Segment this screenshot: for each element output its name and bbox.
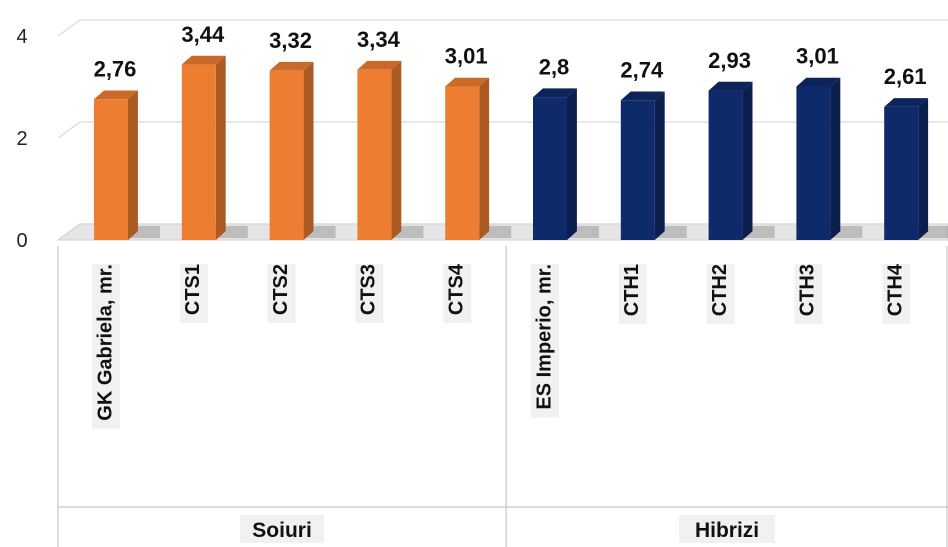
svg-text:CTH2: CTH2 — [709, 264, 731, 316]
svg-text:CTS4: CTS4 — [445, 263, 467, 315]
bar-front — [796, 86, 831, 241]
gridline-depth — [57, 19, 81, 37]
group-label: Soiuri — [252, 519, 312, 542]
bar — [269, 61, 336, 241]
bar-side — [479, 77, 490, 240]
category-axis: GK Gabriela, mr. CTS1 CTS2 CTS3 CTS4 ES Imper… — [57, 246, 948, 547]
category-label-bg — [706, 264, 735, 325]
category-label-bg — [267, 264, 296, 324]
bar-front — [884, 106, 919, 240]
bar-top — [269, 61, 314, 71]
bar-front — [269, 70, 304, 241]
data-label: 2,8 — [539, 54, 570, 79]
svg-text:GK Gabriela, mr.: GK Gabriela, mr. — [94, 264, 116, 421]
gridline-depth — [57, 121, 81, 139]
bar-top — [620, 91, 665, 101]
category-label: CTS2 — [267, 264, 296, 324]
category-label: CTS3 — [355, 264, 384, 324]
category-label-bg — [443, 264, 472, 324]
bar-front — [620, 100, 655, 240]
data-label: 2,76 — [94, 56, 137, 81]
svg-text:ES Imperio, mr.: ES Imperio, mr. — [533, 264, 555, 410]
bar-top — [181, 55, 226, 65]
bar-side — [918, 98, 929, 240]
bar-top — [445, 77, 490, 87]
bar-side — [128, 90, 138, 240]
svg-text:CTH3: CTH3 — [797, 264, 819, 316]
category-label: CTH2 — [706, 264, 735, 325]
bar-side — [215, 55, 226, 241]
y-axis: 0 2 4 — [16, 26, 27, 252]
bar-top — [708, 81, 753, 91]
bar-front — [181, 64, 216, 240]
data-label: 2,61 — [884, 64, 927, 89]
group-label: Hibrizi — [695, 519, 759, 542]
category-label-bg — [618, 264, 647, 325]
data-labels: 2,76 3,44 3,32 3,34 3,01 2,8 2,74 2,93 3,01 2,61 — [94, 22, 927, 89]
svg-text:CTS1: CTS1 — [182, 264, 204, 315]
category-label-bg — [531, 264, 559, 418]
category-label: GK Gabriela, mr. — [92, 264, 120, 429]
category-label: CTS1 — [179, 264, 208, 324]
bar — [708, 81, 775, 241]
bar-front — [94, 99, 128, 241]
category-label-bg — [179, 264, 208, 324]
group-label-bg — [240, 515, 325, 543]
bar-top — [94, 90, 138, 100]
bar — [94, 90, 160, 241]
bar-side — [742, 81, 753, 241]
data-label: 3,32 — [269, 28, 312, 53]
category-label-bg — [92, 264, 120, 429]
svg-text:CTS2: CTS2 — [270, 264, 292, 315]
bar-front — [445, 86, 480, 241]
data-label: 3,01 — [445, 44, 488, 69]
bar — [181, 55, 248, 241]
bar-side — [391, 60, 402, 240]
data-label: 2,93 — [708, 48, 751, 73]
bar-front — [708, 90, 743, 240]
bar-front — [533, 97, 567, 240]
bar-side — [830, 77, 841, 240]
bar-top — [357, 60, 402, 70]
category-label: CTH1 — [618, 264, 647, 325]
bar-top — [884, 98, 929, 107]
bar — [796, 77, 863, 241]
bar-top — [533, 88, 577, 98]
svg-text:CTS3: CTS3 — [358, 264, 380, 315]
data-label: 3,44 — [181, 22, 225, 47]
data-label: 3,01 — [796, 44, 839, 69]
bar — [357, 60, 424, 240]
category-label-bg — [882, 264, 911, 325]
bar — [533, 88, 599, 241]
category-label-bg — [794, 264, 823, 325]
bar-side — [567, 88, 577, 241]
category-label: CTS4 — [443, 263, 472, 324]
category-label: CTH4 — [882, 263, 911, 325]
bars — [94, 55, 948, 241]
bar-side — [303, 61, 314, 240]
bar — [445, 77, 512, 241]
y-tick-label: 4 — [16, 26, 27, 48]
bar-top — [796, 77, 841, 87]
category-label: ES Imperio, mr. — [531, 264, 559, 418]
group-label-bg — [679, 515, 776, 543]
category-label: CTH3 — [794, 264, 823, 325]
bar-side — [654, 91, 665, 241]
data-label: 3,34 — [357, 27, 401, 52]
y-tick-label: 2 — [16, 128, 27, 150]
data-label: 2,74 — [620, 57, 664, 82]
bar — [620, 91, 687, 241]
y-tick-label: 0 — [16, 230, 27, 252]
category-label-bg — [355, 264, 384, 324]
svg-text:CTH4: CTH4 — [884, 263, 906, 316]
bar-front — [357, 69, 392, 240]
bar — [884, 98, 948, 240]
svg-text:CTH1: CTH1 — [621, 264, 643, 316]
